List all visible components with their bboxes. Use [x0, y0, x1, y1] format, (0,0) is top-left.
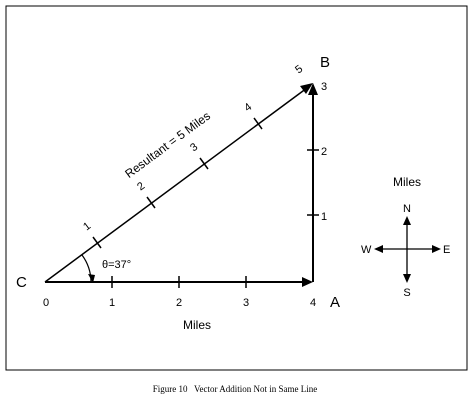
angle-arc — [81, 254, 92, 283]
bottom-axis-label: Miles — [183, 318, 211, 332]
resultant-tick-label-2: 2 — [135, 180, 147, 193]
right-tick-label-2: 2 — [321, 146, 327, 158]
compass-title: Miles — [393, 175, 421, 189]
right-tick-labels: 1 2 3 — [321, 81, 327, 223]
resultant-tick-label-1: 1 — [81, 220, 93, 233]
bottom-tick-label-0: 0 — [43, 297, 49, 309]
point-c-label: C — [16, 274, 27, 291]
bottom-tick-marks — [111, 276, 247, 288]
compass-north-arrow — [403, 216, 411, 225]
resultant-tick-labels: 1 2 3 4 5 — [81, 63, 305, 233]
resultant-label: Resultant = 5 Miles — [122, 109, 213, 181]
compass-south-label: S — [403, 287, 410, 299]
resultant-tick-label-4: 4 — [242, 101, 254, 114]
bottom-tick-label-1: 1 — [109, 297, 115, 309]
bottom-tick-labels: 0 1 2 3 4 — [43, 297, 316, 309]
arrowhead-b-resultant — [300, 83, 313, 94]
figure-caption: Figure 10 Vector Addition Not in Same Li… — [153, 384, 318, 394]
compass-north-label: N — [403, 203, 411, 215]
figure-frame — [5, 5, 468, 371]
point-a-label: A — [330, 294, 340, 311]
compass-west-arrow — [374, 245, 383, 253]
angle-arc-arrowhead — [88, 274, 95, 283]
arrowhead-a — [302, 277, 313, 287]
bottom-tick-label-4: 4 — [310, 297, 316, 309]
resultant-vector — [44, 87, 308, 283]
resultant-tick-label-5: 5 — [293, 63, 305, 76]
point-b-label: B — [320, 54, 330, 71]
right-tick-label-1: 1 — [321, 211, 327, 223]
right-tick-label-3: 3 — [321, 81, 327, 93]
compass-east-arrow — [432, 245, 441, 253]
resultant-tick-marks — [92, 117, 263, 249]
resultant-tick-label-3: 3 — [188, 141, 200, 154]
bottom-tick-label-2: 2 — [176, 297, 182, 309]
bottom-tick-label-3: 3 — [243, 297, 249, 309]
arrowhead-b-vertical — [308, 83, 318, 95]
compass-west-label: W — [361, 244, 372, 256]
compass-rose: Miles N S E W — [361, 175, 450, 299]
angle-label: θ=37° — [102, 259, 131, 271]
compass-east-label: E — [443, 244, 450, 256]
compass-south-arrow — [403, 274, 411, 283]
right-tick-marks — [307, 149, 319, 216]
